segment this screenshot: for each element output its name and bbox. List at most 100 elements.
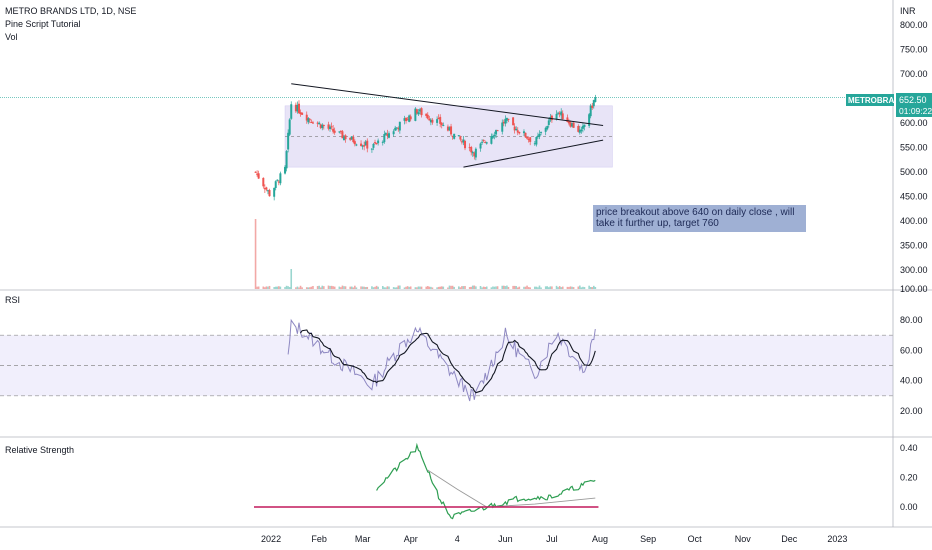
x-tick-label: Apr: [404, 534, 418, 544]
candle-body: [580, 129, 583, 132]
candle-body: [594, 97, 597, 102]
volume-bar: [583, 287, 586, 289]
volume-bar: [518, 286, 521, 289]
candle-body: [459, 136, 462, 140]
trendline-lower[interactable]: [463, 139, 604, 168]
volume-bar: [538, 285, 541, 289]
volume-bar: [309, 287, 311, 289]
price-panel[interactable]: [0, 83, 893, 289]
candle-body: [339, 130, 342, 132]
candle-body: [374, 142, 377, 144]
candle-body: [364, 141, 367, 146]
candle-body: [566, 117, 569, 123]
volume-bar: [321, 285, 324, 289]
volume-bar: [408, 286, 410, 289]
candle-body: [450, 126, 453, 135]
candle-body: [262, 177, 265, 187]
candle-body: [536, 135, 539, 137]
candle-body: [496, 130, 499, 132]
candle-body: [284, 166, 287, 174]
volume-bar: [571, 286, 573, 289]
x-tick-label: 4: [455, 534, 460, 544]
volume-bar: [420, 286, 423, 289]
x-tick-label: Aug: [592, 534, 608, 544]
volume-bar: [448, 285, 451, 289]
candle-body: [316, 122, 319, 124]
trendline-upper[interactable]: [291, 83, 604, 126]
volume-bar: [451, 285, 454, 289]
candle-body: [377, 140, 380, 144]
volume-bar: [453, 286, 455, 289]
annotation-note[interactable]: price breakout above 640 on daily close …: [593, 205, 806, 232]
candle-body: [583, 124, 586, 127]
volume-bar: [354, 285, 356, 289]
volume-bar: [274, 286, 277, 289]
candle-body: [495, 130, 498, 135]
volume-bar: [330, 285, 333, 289]
candle-body: [513, 126, 516, 131]
volume-bar: [340, 287, 342, 289]
candle-body: [350, 136, 353, 140]
volume-bar: [566, 286, 569, 289]
candle-body: [254, 171, 257, 173]
volume-bar: [515, 286, 518, 289]
volume-bar: [516, 287, 519, 289]
candle-body: [276, 179, 279, 181]
volume-bar: [450, 285, 452, 289]
volume-bar: [298, 287, 300, 289]
relative-strength-title: Relative Strength: [5, 445, 74, 455]
volume-bar: [580, 287, 583, 289]
trendlines[interactable]: [291, 83, 604, 168]
candle-body: [329, 126, 332, 130]
candle-body: [279, 173, 282, 184]
volume-bar: [479, 285, 482, 289]
candle-body: [384, 133, 387, 135]
volume-bar: [555, 285, 558, 289]
x-axis-labels[interactable]: 2022 Feb Mar Apr 4 Jun Jul Aug Sep Oct Nov Dec 2023: [261, 534, 847, 544]
candle-body: [344, 135, 347, 140]
volume-bar: [527, 287, 530, 289]
volume-bar: [279, 286, 282, 289]
candle-body: [297, 103, 300, 114]
rsi-tick-label: 60.00: [900, 345, 923, 355]
volume-bar: [344, 286, 347, 289]
candle-body: [288, 119, 291, 135]
candle-body: [588, 114, 591, 126]
volume-bar: [560, 287, 563, 289]
rsi-panel[interactable]: [0, 318, 893, 402]
price-tick-label: 500.00: [900, 167, 928, 177]
volume-bar: [431, 287, 434, 289]
volume-bar: [352, 287, 355, 289]
volume-bar: [482, 286, 485, 289]
candle-body: [547, 120, 550, 125]
relative-strength-panel[interactable]: [254, 442, 599, 520]
candle-body: [572, 122, 575, 128]
price-tick-label: 100.00: [900, 284, 928, 294]
volume-bar: [327, 285, 330, 289]
candle-body: [555, 113, 558, 119]
volume-bar: [386, 286, 389, 289]
volume-bar: [588, 285, 590, 289]
price-tick-label: 750.00: [900, 45, 928, 55]
volume-bar: [333, 286, 336, 289]
candle-body: [507, 118, 510, 120]
candle-body: [504, 118, 507, 124]
volume-bar: [343, 286, 345, 289]
volume-bar: [428, 286, 431, 289]
volume-bar: [329, 285, 331, 289]
rs-tick-label: 0.40: [900, 443, 918, 453]
volume-bar: [355, 287, 358, 289]
volume-bar: [490, 287, 493, 289]
volume-bar: [506, 285, 508, 289]
candle-body: [428, 118, 431, 121]
rsi-tick-label: 20.00: [900, 406, 923, 416]
volume-bar: [285, 285, 288, 289]
volume-bar: [395, 287, 398, 289]
volume-bar: [323, 286, 325, 289]
candle-body: [299, 112, 302, 115]
volume-bar: [471, 285, 474, 289]
volume-bar: [403, 287, 406, 289]
volume-bar: [589, 287, 592, 289]
candle-body: [493, 135, 496, 137]
